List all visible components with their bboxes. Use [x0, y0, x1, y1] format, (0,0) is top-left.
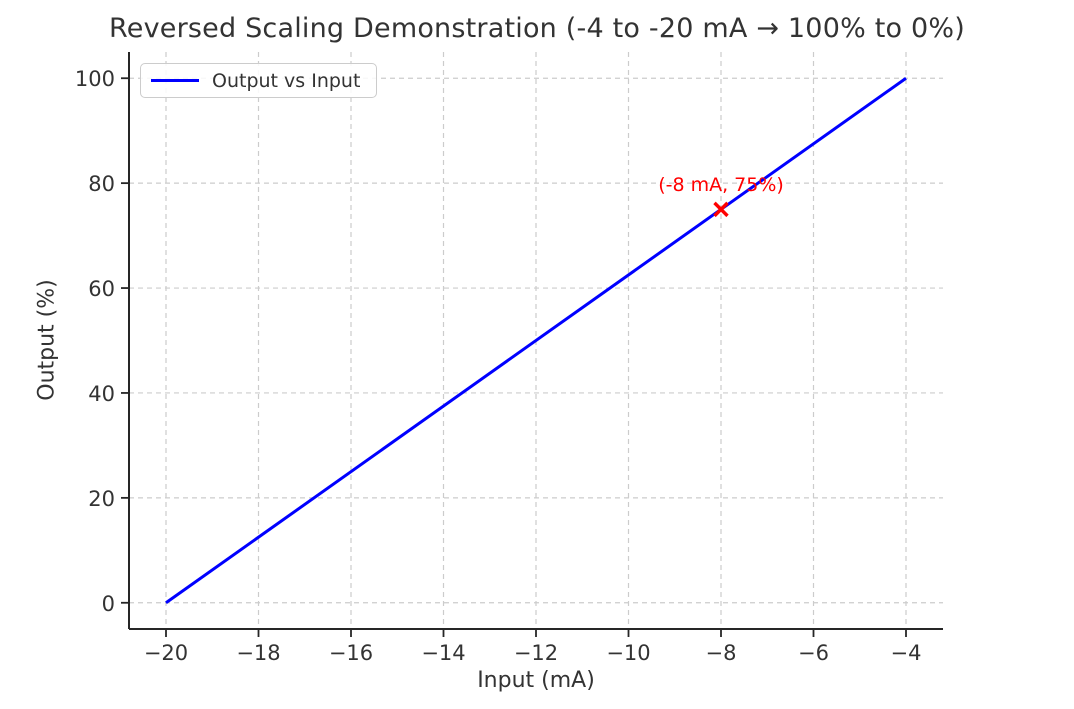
chart-title: Reversed Scaling Demonstration (-4 to -2… [109, 13, 965, 44]
x-tick-label: −18 [236, 641, 280, 665]
series-line [165, 77, 907, 604]
annotation-label: (-8 mA, 75%) [658, 174, 784, 197]
x-tick-label: −4 [891, 641, 922, 665]
x-tick-label: −12 [514, 641, 558, 665]
y-tick-label: 20 [88, 487, 115, 511]
y-tick-label: 80 [88, 172, 115, 196]
y-axis-label: Output (%) [34, 279, 60, 401]
legend-label: Output vs Input [212, 69, 361, 92]
x-tick-label: −8 [706, 641, 737, 665]
y-tick-label: 0 [102, 592, 115, 616]
x-tick-label: −6 [798, 641, 829, 665]
x-tick-label: −16 [329, 641, 373, 665]
y-tick-label: 40 [88, 382, 115, 406]
x-axis-label: Input (mA) [477, 668, 595, 693]
x-tick-label: −20 [144, 641, 188, 665]
legend-line-sample [151, 79, 199, 82]
y-tick-label: 100 [75, 67, 115, 91]
x-tick-label: −10 [606, 641, 650, 665]
y-tick-label: 60 [88, 277, 115, 301]
annotation-marker-x [713, 201, 729, 218]
legend: Output vs Input [140, 63, 378, 98]
x-tick-label: −14 [421, 641, 465, 665]
